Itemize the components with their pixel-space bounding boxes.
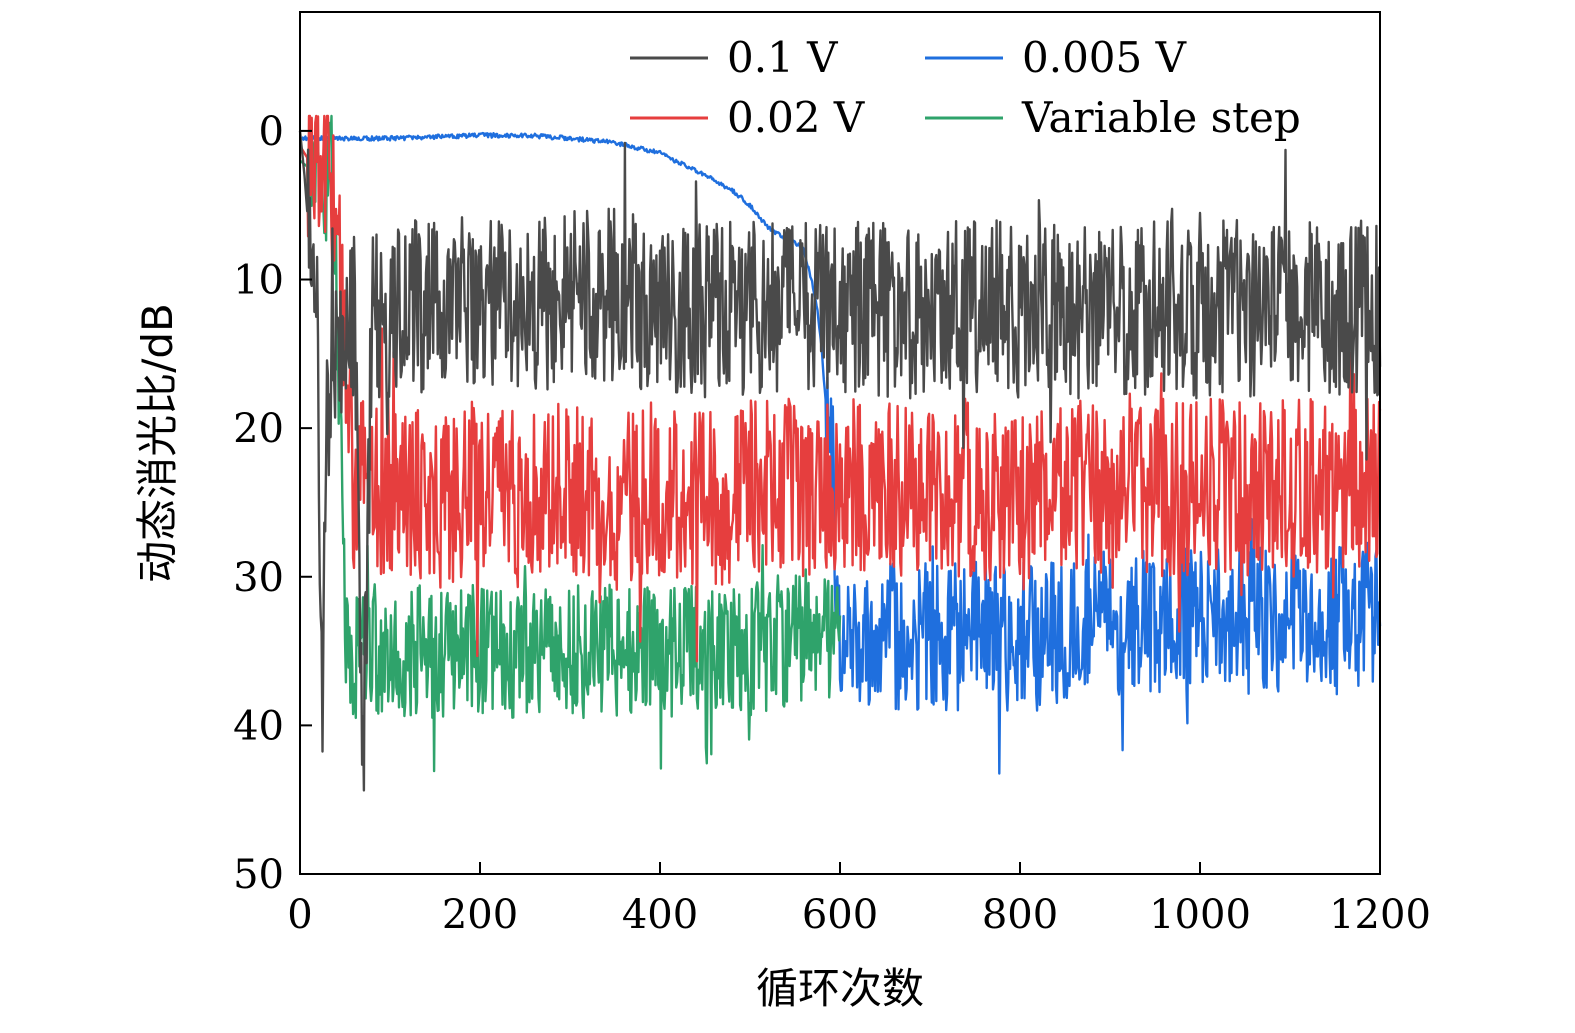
x-tick-label: 200: [442, 892, 518, 938]
x-tick-label: 800: [982, 892, 1058, 938]
x-tick-label: 1000: [1149, 892, 1251, 938]
x-tick-label: 0: [287, 892, 312, 938]
x-tick-label: 600: [802, 892, 878, 938]
x-tick-label: 1200: [1329, 892, 1431, 938]
legend-label: 0.02 V: [727, 93, 865, 142]
x-axis-title: 循环次数: [756, 964, 924, 1013]
y-tick-label: 30: [233, 555, 284, 601]
y-tick-label: 50: [233, 852, 284, 898]
chart: 0 200 400 600 800 1000 1200 0 10 20 30 40 50 循环次数 动…: [0, 0, 1575, 1033]
legend-label: 0.005 V: [1022, 33, 1187, 82]
series-layer: [300, 116, 1380, 790]
legend-label: 0.1 V: [727, 33, 838, 82]
y-tick-label: 40: [233, 703, 284, 749]
y-axis-title: 动态消光比/dB: [133, 303, 182, 583]
legend: 0.1 V 0.005 V 0.02 V Variable step: [630, 33, 1301, 142]
y-tick-label: 20: [233, 406, 284, 452]
y-tick-label: 10: [233, 258, 284, 304]
legend-label: Variable step: [1021, 93, 1301, 142]
x-tick-label: 400: [622, 892, 698, 938]
y-tick-label: 0: [259, 109, 284, 155]
